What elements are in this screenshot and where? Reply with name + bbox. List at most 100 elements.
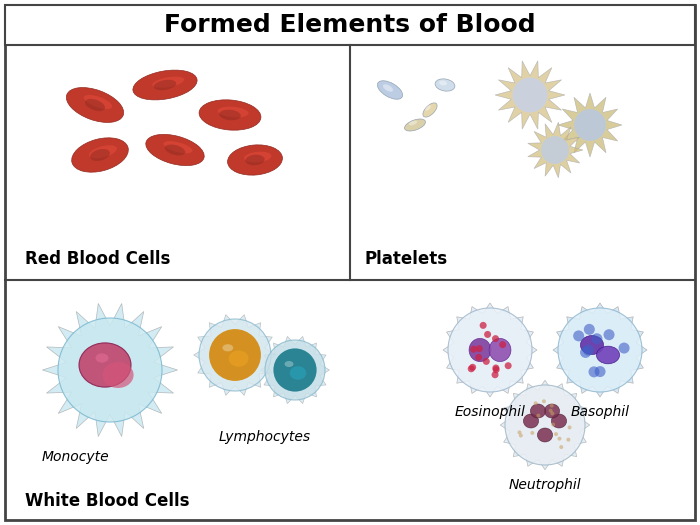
Ellipse shape xyxy=(531,404,545,418)
Ellipse shape xyxy=(89,145,117,159)
Ellipse shape xyxy=(79,343,131,387)
Circle shape xyxy=(559,445,564,449)
Ellipse shape xyxy=(524,414,538,428)
Circle shape xyxy=(558,308,642,392)
Ellipse shape xyxy=(85,99,105,111)
Ellipse shape xyxy=(439,80,447,86)
Ellipse shape xyxy=(290,366,307,380)
Ellipse shape xyxy=(596,346,620,364)
Ellipse shape xyxy=(164,144,186,155)
Ellipse shape xyxy=(425,105,430,111)
Circle shape xyxy=(550,412,554,415)
Circle shape xyxy=(568,425,572,429)
Ellipse shape xyxy=(246,155,265,165)
Circle shape xyxy=(554,432,558,436)
Ellipse shape xyxy=(244,152,272,162)
Circle shape xyxy=(274,349,316,392)
Polygon shape xyxy=(43,303,178,437)
Circle shape xyxy=(541,136,569,164)
Circle shape xyxy=(574,109,606,141)
Polygon shape xyxy=(553,303,647,397)
Polygon shape xyxy=(194,314,276,395)
Ellipse shape xyxy=(435,79,455,91)
Ellipse shape xyxy=(552,414,566,428)
Circle shape xyxy=(603,329,615,340)
Text: Formed Elements of Blood: Formed Elements of Blood xyxy=(164,13,536,37)
Text: White Blood Cells: White Blood Cells xyxy=(25,492,190,510)
Ellipse shape xyxy=(409,121,417,125)
Polygon shape xyxy=(495,61,565,129)
Circle shape xyxy=(468,365,475,372)
Ellipse shape xyxy=(90,149,110,161)
Circle shape xyxy=(505,385,585,465)
Ellipse shape xyxy=(95,353,108,363)
Circle shape xyxy=(592,333,603,344)
Circle shape xyxy=(531,431,534,435)
Circle shape xyxy=(209,329,261,381)
Ellipse shape xyxy=(71,138,128,172)
Circle shape xyxy=(476,345,483,352)
Circle shape xyxy=(549,408,553,413)
Circle shape xyxy=(483,358,490,365)
Ellipse shape xyxy=(133,70,197,100)
Ellipse shape xyxy=(405,119,426,131)
Circle shape xyxy=(536,414,540,418)
Circle shape xyxy=(475,354,482,361)
Ellipse shape xyxy=(228,145,282,175)
Circle shape xyxy=(58,318,162,422)
Ellipse shape xyxy=(229,351,248,366)
Ellipse shape xyxy=(580,335,603,354)
Circle shape xyxy=(505,362,512,369)
Ellipse shape xyxy=(538,428,552,442)
Circle shape xyxy=(499,341,506,348)
Polygon shape xyxy=(443,303,537,397)
Circle shape xyxy=(594,366,606,377)
Circle shape xyxy=(542,400,546,403)
Ellipse shape xyxy=(199,100,261,130)
Polygon shape xyxy=(260,337,330,404)
Text: Lymphocytes: Lymphocytes xyxy=(219,430,311,444)
Polygon shape xyxy=(558,93,622,157)
Circle shape xyxy=(589,366,599,377)
Circle shape xyxy=(619,342,629,353)
Ellipse shape xyxy=(164,141,193,153)
FancyBboxPatch shape xyxy=(5,5,695,520)
FancyBboxPatch shape xyxy=(5,5,695,45)
Circle shape xyxy=(517,430,522,434)
Ellipse shape xyxy=(219,110,241,120)
Circle shape xyxy=(583,344,594,355)
Circle shape xyxy=(484,331,491,338)
Circle shape xyxy=(491,371,498,379)
Ellipse shape xyxy=(154,80,176,90)
Ellipse shape xyxy=(146,134,204,165)
Ellipse shape xyxy=(66,88,124,122)
Ellipse shape xyxy=(545,404,559,418)
Ellipse shape xyxy=(223,344,233,351)
Text: Monocyte: Monocyte xyxy=(41,450,108,464)
Circle shape xyxy=(580,347,591,358)
Circle shape xyxy=(199,319,271,391)
Ellipse shape xyxy=(377,81,402,99)
Circle shape xyxy=(557,437,561,440)
Circle shape xyxy=(533,401,538,405)
Ellipse shape xyxy=(152,77,184,88)
Ellipse shape xyxy=(218,107,248,118)
Ellipse shape xyxy=(489,339,511,362)
Circle shape xyxy=(512,78,547,112)
Circle shape xyxy=(519,434,523,437)
Ellipse shape xyxy=(423,103,437,117)
Circle shape xyxy=(551,423,555,426)
Circle shape xyxy=(470,346,477,353)
Polygon shape xyxy=(528,122,583,178)
Ellipse shape xyxy=(84,95,112,109)
Ellipse shape xyxy=(383,85,393,92)
Circle shape xyxy=(492,335,499,342)
Circle shape xyxy=(566,438,570,442)
Circle shape xyxy=(550,404,554,407)
Circle shape xyxy=(493,366,500,373)
Circle shape xyxy=(584,324,595,335)
Text: Platelets: Platelets xyxy=(365,250,448,268)
Circle shape xyxy=(492,364,499,372)
Circle shape xyxy=(480,322,486,329)
Circle shape xyxy=(265,340,325,400)
